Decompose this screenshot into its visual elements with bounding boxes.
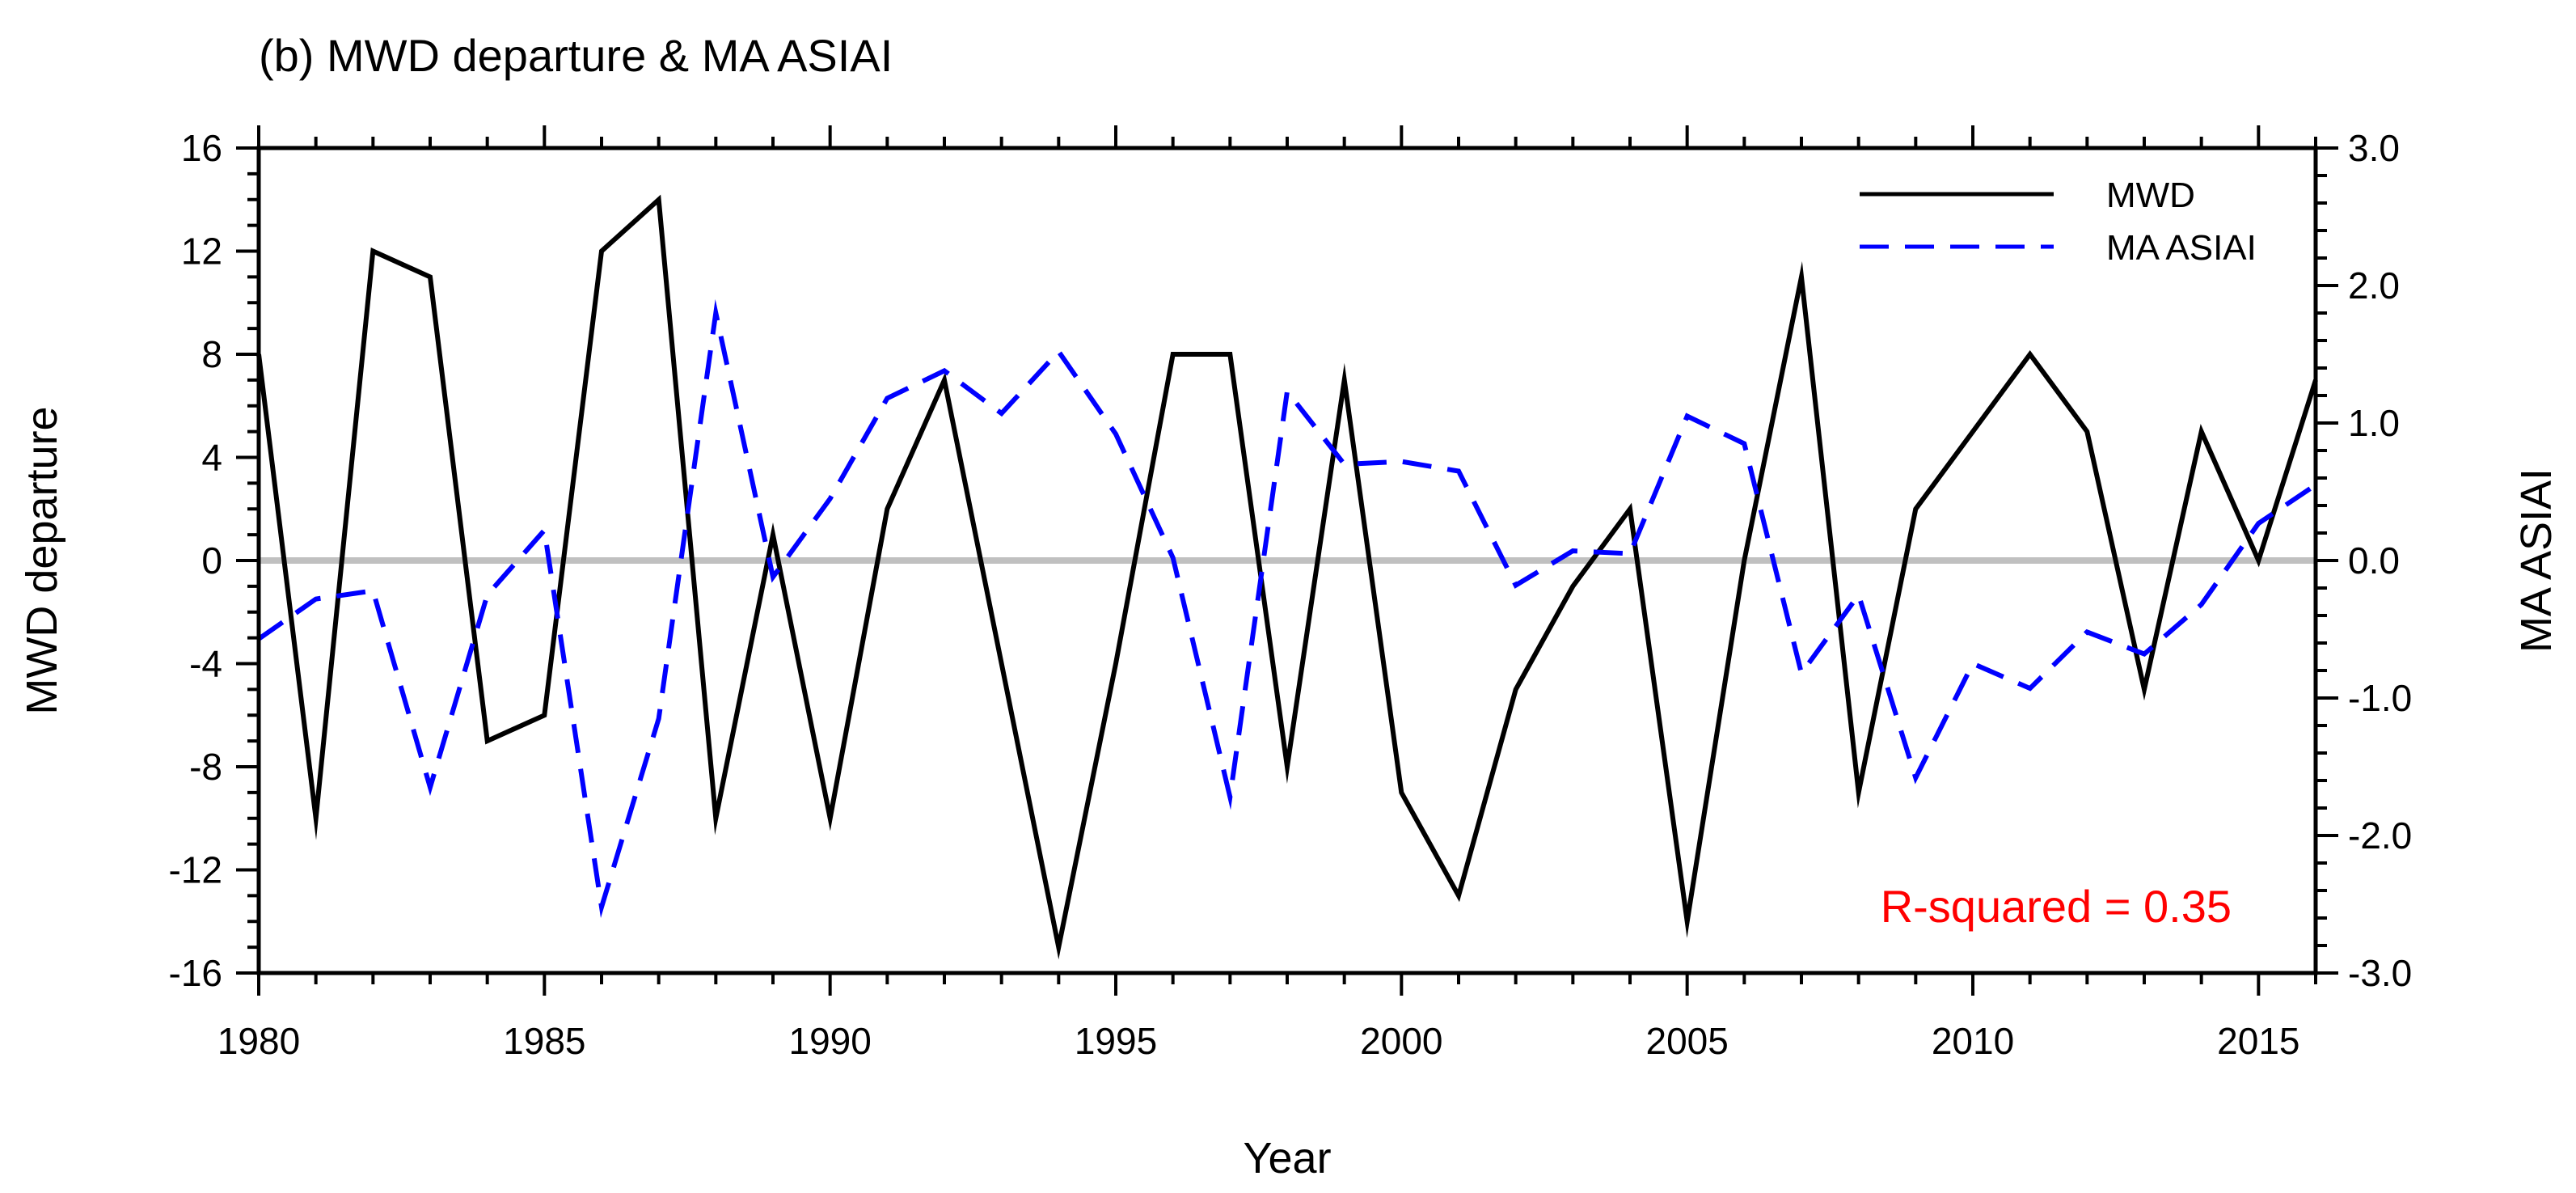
series-line-ma-asiai [257,298,2317,918]
x-tick-label: 1990 [788,1020,871,1062]
y-tick-label-right: 3.0 [2348,127,2400,169]
x-axis-label: Year [1243,1134,1331,1182]
y-tick-label-left: 12 [181,231,222,273]
x-tick-label: 1980 [217,1020,300,1062]
y-tick-label-right: -3.0 [2348,952,2412,994]
y-tick-label-right: 2.0 [2348,264,2400,307]
y-tick-label-right: 1.0 [2348,402,2400,444]
x-tick-label: 2010 [1932,1020,2014,1062]
x-tick-label: 2015 [2217,1020,2299,1062]
legend-mwd-label: MWD [2106,176,2195,215]
y-tick-label-left: 16 [181,127,222,169]
series-line-mwd [256,194,2318,960]
y-tick-label-right: 0.0 [2348,539,2400,582]
y-tick-label-left: -4 [189,643,222,685]
y-tick-label-right: -2.0 [2348,814,2412,857]
x-tick-label: 1995 [1075,1020,1157,1062]
y-tick-label-left: 4 [201,437,222,479]
tick-labels: 1980 1985 1990 1995 2000 2005 2010 2015 -16 -12 -8… [169,127,2413,1062]
y-tick-label-left: -12 [169,849,222,891]
plot-frame [256,146,2318,975]
y-tick-label-left: -8 [189,746,222,788]
y-tick-label-right: -1.0 [2348,677,2412,719]
series-lines [256,194,2318,960]
y-axis-label-right: MA ASIAI [2512,468,2561,653]
x-tick-label: 1985 [503,1020,585,1062]
r-squared-annotation: R-squared = 0.35 [1881,881,2232,932]
y-axis-label-left: MWD departure [18,406,66,714]
y-tick-label-left: -16 [169,952,222,994]
y-tick-label-left: 8 [201,333,222,375]
chart-title: (b) MWD departure & MA ASIAI [259,30,893,81]
legend-ma-asiai-label: MA ASIAI [2106,228,2257,268]
x-tick-label: 2005 [1645,1020,1728,1062]
legend: MWD MA ASIAI [1860,176,2257,268]
y-tick-label-left: 0 [201,539,222,582]
x-tick-label: 2000 [1360,1020,1442,1062]
